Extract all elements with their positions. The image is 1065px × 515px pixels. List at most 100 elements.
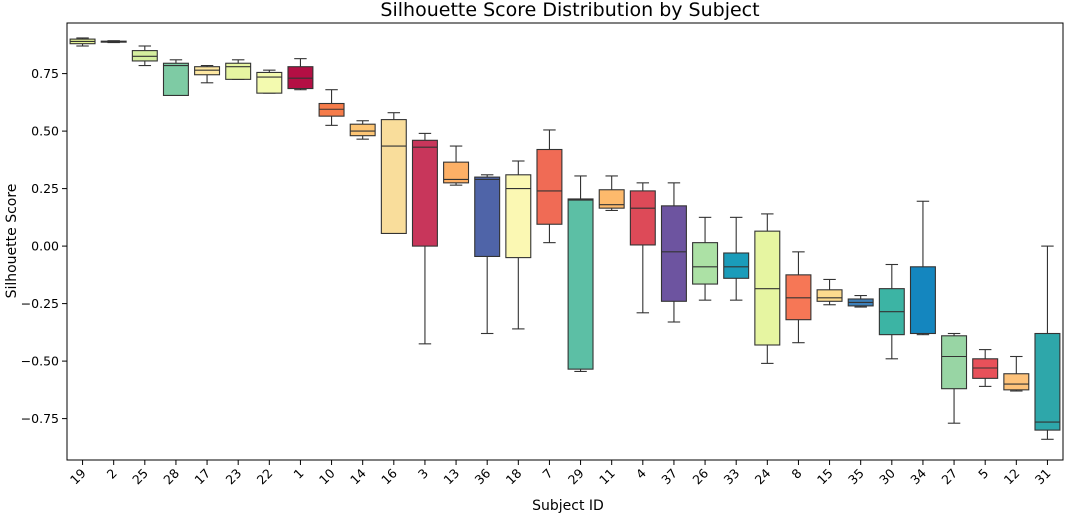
x-tick-label: 25 (129, 466, 151, 488)
box-subject-23 (225, 59, 252, 80)
box-subject-17 (194, 65, 221, 84)
iqr-box (754, 230, 781, 346)
box-subject-36 (474, 174, 501, 335)
x-tick-label: 29 (565, 465, 587, 487)
iqr-box (318, 102, 345, 117)
box-subject-33 (723, 216, 750, 301)
boxes-group (69, 37, 1061, 440)
x-axis-label: Subject ID (532, 498, 604, 514)
x-tick-label: 24 (752, 465, 774, 487)
x-tick-label: 22 (254, 466, 276, 488)
iqr-box (443, 161, 470, 184)
x-tick-label: 16 (378, 465, 400, 487)
box-subject-1 (287, 58, 314, 91)
box-subject-16 (380, 112, 407, 234)
x-tick-label: 18 (503, 465, 525, 487)
x-tick-label: 33 (720, 466, 742, 488)
iqr-box (909, 266, 936, 335)
iqr-box (536, 148, 563, 225)
iqr-box (972, 358, 999, 379)
iqr-box (1034, 332, 1061, 431)
x-tick-label: 13 (440, 466, 462, 488)
x-tick-label: 7 (539, 466, 555, 482)
x-tick-label: 37 (658, 466, 680, 488)
box-subject-11 (598, 175, 625, 211)
iqr-box (287, 66, 314, 90)
iqr-box (629, 190, 656, 246)
box-subject-35 (847, 294, 874, 308)
box-subject-37 (660, 182, 687, 323)
y-tick-label: −0.50 (21, 354, 59, 369)
box-subject-31 (1034, 245, 1061, 440)
x-tick-label: 3 (415, 466, 431, 482)
x-tick-label: 27 (938, 466, 960, 488)
box-subject-34 (909, 200, 936, 336)
x-tick-label: 14 (347, 465, 369, 487)
x-tick-label: 23 (222, 466, 244, 488)
iqr-box (162, 62, 189, 97)
iqr-box (349, 123, 376, 137)
x-tick-label: 15 (814, 466, 836, 488)
iqr-box (816, 289, 843, 302)
box-subject-7 (536, 129, 563, 244)
x-tick-label: 8 (788, 465, 804, 481)
x-tick-label: 4 (633, 465, 649, 481)
y-tick-label: 0.50 (31, 124, 59, 139)
x-tick-label: 2 (104, 466, 120, 482)
x-tick-label: 10 (316, 465, 338, 487)
box-subject-5 (972, 349, 999, 387)
box-subject-12 (1003, 355, 1030, 392)
iqr-box (785, 274, 812, 321)
box-subject-10 (318, 89, 345, 126)
iqr-box (723, 252, 750, 279)
x-axis: 19 2 25 28 17 23 22 1 10 14 16 3 13 36 18 7 29 11 4 37 26 33 2… (67, 460, 1054, 487)
box-subject-14 (349, 120, 376, 140)
iqr-box (505, 174, 532, 259)
y-axis: −0.75 −0.50 −0.25 0.00 0.25 0.50 0.75 (21, 66, 67, 426)
box-subject-8 (785, 251, 812, 344)
x-tick-label: 34 (907, 465, 929, 487)
x-tick-label: 26 (689, 465, 711, 487)
iqr-box (1003, 373, 1030, 391)
box-subject-25 (131, 45, 158, 67)
y-tick-label: −0.75 (21, 411, 59, 426)
x-tick-label: 28 (160, 465, 182, 487)
x-tick-label: 12 (1001, 466, 1023, 488)
y-tick-label: −0.25 (21, 296, 59, 311)
x-tick-label: 30 (876, 465, 898, 487)
x-tick-label: 17 (191, 466, 213, 488)
iqr-box (692, 242, 719, 285)
chart-title: Silhouette Score Distribution by Subject (380, 0, 759, 21)
iqr-box (598, 189, 625, 209)
box-subject-27 (941, 332, 968, 424)
iqr-box (567, 198, 594, 370)
box-subject-4 (629, 182, 656, 314)
box-subject-30 (878, 263, 905, 360)
x-tick-label: 11 (596, 466, 618, 488)
box-subject-28 (162, 59, 189, 97)
x-tick-label: 5 (975, 466, 991, 482)
iqr-box (194, 66, 221, 76)
box-subject-19 (69, 37, 96, 47)
box-subject-13 (443, 145, 470, 186)
iqr-box (256, 71, 283, 94)
x-tick-label: 35 (845, 466, 867, 488)
box-subject-24 (754, 213, 781, 364)
x-tick-label: 19 (67, 465, 89, 487)
iqr-box (225, 62, 252, 80)
box-subject-3 (411, 132, 438, 345)
box-subject-22 (256, 69, 283, 94)
box-subject-29 (567, 175, 594, 373)
x-tick-label: 36 (471, 465, 493, 487)
box-subject-18 (505, 160, 532, 330)
iqr-box (474, 176, 501, 258)
y-tick-label: 0.25 (31, 181, 59, 196)
x-tick-label: 1 (290, 466, 306, 482)
box-subject-15 (816, 278, 843, 306)
iqr-box (131, 50, 158, 62)
x-tick-label: 31 (1032, 466, 1054, 488)
iqr-box (941, 335, 968, 390)
plot-frame (66, 22, 1064, 461)
